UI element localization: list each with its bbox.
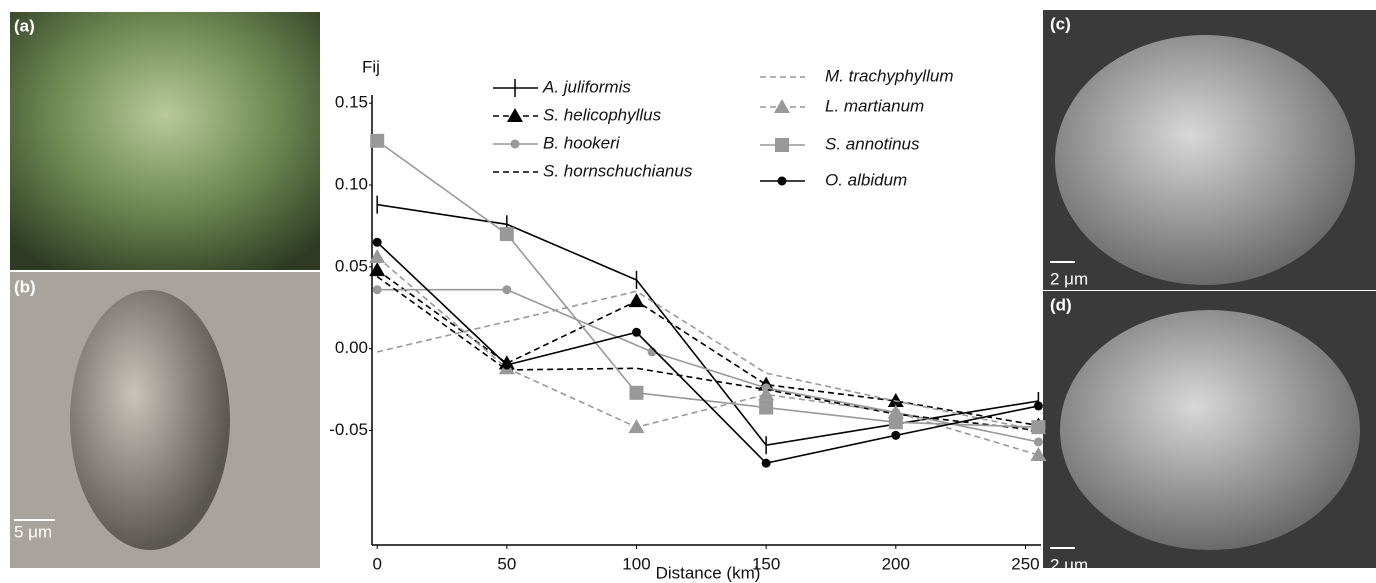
legend-label: O. albidum (825, 170, 907, 189)
series-line (376, 275, 1039, 432)
x-tick-label: 100 (622, 554, 650, 573)
marker (891, 430, 901, 440)
y-axis-label: Fij (362, 57, 380, 76)
x-tick-label: 0 (372, 554, 381, 573)
scale-text: 5 μm (14, 522, 52, 541)
legend-label: B. hookeri (543, 133, 621, 152)
marker (370, 133, 385, 148)
spore-c (1055, 35, 1355, 285)
legend-label: M. trachyphyllum (825, 66, 953, 85)
marker (502, 285, 512, 295)
y-tick-label: 0.05 (335, 256, 368, 275)
marker (507, 108, 523, 122)
marker (775, 138, 789, 152)
marker (372, 237, 382, 247)
x-tick-label: 50 (497, 554, 516, 573)
scale-text: 2 μm (1050, 269, 1088, 288)
series-line (376, 269, 1039, 427)
photo-a (10, 12, 320, 270)
marker (761, 458, 771, 468)
marker (887, 404, 904, 419)
marker (1031, 420, 1046, 435)
marker (499, 227, 514, 242)
series-line (377, 290, 1039, 432)
legend-label: S. hornschuchianus (543, 161, 693, 180)
y-tick-label: 0.15 (335, 93, 368, 112)
marker (372, 285, 382, 295)
panel-label: (b) (14, 277, 36, 296)
legend-label: A. juliformis (542, 77, 631, 96)
series-line (376, 241, 1039, 465)
marker (629, 385, 644, 400)
y-tick-label: 0.00 (335, 338, 368, 357)
marker (777, 176, 787, 186)
x-tick-label: 250 (1011, 554, 1039, 573)
y-tick-label: 0.10 (335, 174, 368, 193)
marker (759, 400, 774, 415)
marker (631, 327, 641, 337)
marker (887, 393, 904, 407)
marker (758, 386, 775, 401)
scale-text: 2 μm (1050, 555, 1088, 574)
series-line (377, 288, 1039, 443)
marker (774, 99, 790, 113)
series-line (376, 140, 1039, 428)
spore-d (1060, 310, 1360, 550)
marker (628, 419, 645, 434)
marker (369, 249, 386, 263)
marker (888, 415, 903, 430)
legend-label: L. martianum (825, 96, 924, 115)
legend-label: S. helicophyllus (543, 105, 662, 124)
y-tick-label: -0.05 (329, 420, 368, 439)
marker (502, 360, 512, 370)
marker (369, 262, 386, 277)
marker (628, 293, 645, 308)
x-tick-label: 200 (882, 554, 910, 573)
x-tick-label: 150 (752, 554, 780, 573)
x-axis-label: Distance (km) (656, 563, 761, 582)
marker (1033, 401, 1043, 411)
marker (1033, 437, 1043, 447)
panel-label: (c) (1050, 14, 1071, 33)
spore-b (70, 290, 230, 550)
legend-label: S. annotinus (825, 134, 920, 153)
panel-label: (d) (1050, 295, 1072, 314)
panel-label: (a) (14, 16, 35, 35)
series-line (376, 256, 1039, 456)
marker (510, 139, 520, 149)
marker (1030, 447, 1047, 461)
